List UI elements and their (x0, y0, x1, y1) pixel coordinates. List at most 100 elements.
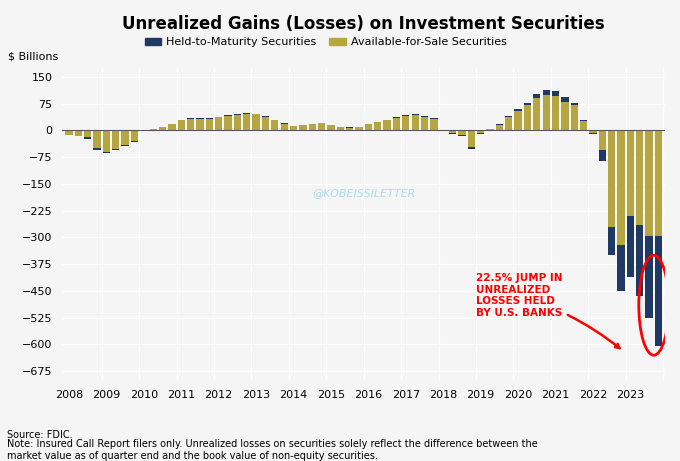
Bar (262, 116, 269, 130)
Bar (309, 124, 316, 130)
Bar (224, 116, 232, 130)
Bar (393, 118, 400, 130)
Text: Source: FDIC.: Source: FDIC. (7, 430, 73, 440)
Bar (122, 145, 129, 147)
Bar (140, 130, 148, 131)
Bar (103, 130, 110, 152)
Bar (533, 94, 541, 98)
Bar (177, 120, 185, 130)
Bar (337, 127, 344, 130)
Bar (112, 130, 120, 149)
Bar (468, 130, 475, 148)
Bar (515, 111, 522, 130)
Bar (402, 115, 409, 116)
Bar (449, 133, 456, 134)
Bar (327, 124, 335, 130)
Bar (580, 120, 588, 121)
Bar (439, 130, 447, 131)
Bar (608, 227, 615, 255)
Bar (645, 236, 653, 318)
Bar (421, 117, 428, 130)
Bar (299, 125, 307, 130)
Bar (346, 128, 354, 130)
Bar (234, 115, 241, 130)
Bar (281, 123, 288, 130)
Bar (131, 130, 138, 141)
Bar (393, 117, 400, 118)
Bar (627, 130, 634, 216)
Bar (598, 150, 606, 161)
Legend: Held-to-Maturity Securities, Available-for-Sale Securities: Held-to-Maturity Securities, Available-f… (140, 33, 511, 52)
Bar (627, 216, 634, 277)
Text: $ Billions: $ Billions (8, 52, 58, 62)
Bar (421, 116, 428, 117)
Bar (590, 133, 596, 134)
Bar (580, 121, 588, 130)
Bar (598, 130, 606, 150)
Bar (411, 114, 419, 115)
Bar (252, 113, 260, 130)
Bar (224, 115, 232, 116)
Bar (655, 236, 662, 346)
Bar (234, 114, 241, 115)
Bar (571, 106, 578, 130)
Text: 22.5% JUMP IN
UNREALIZED
LOSSES HELD
BY U.S. BANKS: 22.5% JUMP IN UNREALIZED LOSSES HELD BY … (476, 273, 619, 348)
Bar (496, 124, 503, 130)
Bar (486, 129, 494, 130)
Bar (103, 152, 110, 153)
Bar (655, 130, 662, 236)
Bar (187, 119, 194, 130)
Bar (84, 137, 91, 139)
Bar (617, 130, 625, 244)
Bar (131, 141, 138, 142)
Bar (243, 114, 250, 130)
Bar (524, 106, 531, 130)
Bar (168, 124, 175, 130)
Bar (468, 148, 475, 149)
Bar (552, 96, 559, 130)
Bar (543, 95, 550, 130)
Bar (364, 124, 372, 130)
Bar (571, 102, 578, 106)
Bar (84, 130, 91, 137)
Bar (215, 118, 222, 130)
Bar (505, 117, 513, 130)
Bar (205, 118, 213, 130)
Bar (159, 128, 166, 130)
Bar (449, 130, 456, 133)
Bar (608, 130, 615, 227)
Bar (243, 113, 250, 114)
Bar (552, 91, 559, 96)
Bar (533, 98, 541, 130)
Bar (561, 102, 568, 130)
Bar (187, 118, 194, 119)
Bar (411, 115, 419, 130)
Bar (122, 130, 129, 145)
Bar (318, 123, 325, 130)
Bar (65, 130, 73, 135)
Bar (93, 148, 101, 150)
Bar (197, 118, 203, 130)
Bar (645, 130, 653, 236)
Bar (636, 225, 643, 296)
Bar (215, 117, 222, 118)
Text: @KOBEISSILETTER: @KOBEISSILETTER (312, 188, 415, 198)
Bar (262, 116, 269, 117)
Bar (384, 120, 391, 130)
Bar (505, 116, 513, 117)
Bar (458, 130, 466, 136)
Bar (590, 130, 596, 133)
Bar (112, 149, 120, 150)
Bar (290, 126, 297, 130)
Bar (617, 244, 625, 291)
Bar (93, 130, 101, 148)
Bar (515, 109, 522, 111)
Bar (374, 123, 381, 130)
Bar (524, 102, 531, 106)
Text: Note: Insured Call Report filers only. Unrealized losses on securities solely re: Note: Insured Call Report filers only. U… (7, 439, 538, 461)
Bar (271, 120, 279, 130)
Bar (543, 89, 550, 95)
Bar (150, 129, 157, 130)
Bar (75, 130, 82, 136)
Bar (356, 127, 362, 130)
